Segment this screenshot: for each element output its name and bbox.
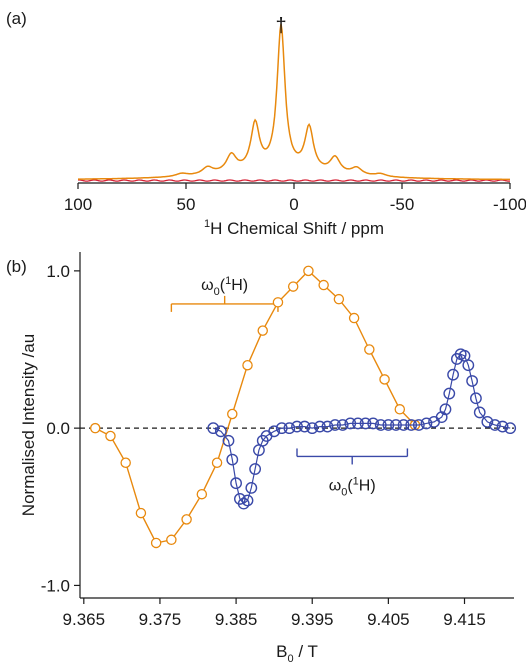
blue-point — [359, 417, 372, 430]
orange-point — [272, 297, 284, 308]
blue-point — [321, 420, 334, 433]
orange-point — [287, 281, 299, 292]
panel-b-plot: (b) 9.365 9.375 9.385 9.395 9.405 9.415 -1.0 0… — [6, 252, 517, 663]
orange-point — [227, 408, 238, 420]
blue-point — [439, 403, 452, 416]
blue-point — [283, 422, 296, 435]
blue-point — [405, 419, 418, 431]
panel-b-x-tick-label: 9.375 — [139, 610, 182, 629]
orange-point — [242, 359, 253, 371]
blue-point — [374, 419, 387, 431]
orange-point — [166, 534, 177, 546]
blue-point — [230, 477, 242, 490]
orange-point — [105, 430, 116, 442]
orange-point — [89, 422, 101, 434]
blue-point — [245, 482, 258, 494]
blue-point — [496, 420, 509, 433]
panel-b-x-ticks: 9.365 9.375 9.385 9.395 9.405 9.415 — [63, 598, 486, 629]
orange-series-points — [89, 265, 421, 549]
blue-point — [336, 419, 349, 431]
bracket-label: ω0(1H) — [329, 475, 376, 498]
blue-point — [313, 420, 326, 433]
blue-series-points — [207, 348, 517, 510]
blue-point — [249, 463, 262, 475]
orange-point — [364, 344, 375, 355]
panel-b-label: (b) — [6, 257, 27, 276]
panel-b-x-tick-label: 9.395 — [291, 610, 334, 629]
panel-a-x-ticks: 100 50 0 -50 -100 — [64, 183, 526, 214]
panel-a-red-trace — [78, 179, 510, 182]
blue-point — [382, 419, 395, 431]
blue-point — [241, 494, 254, 507]
panel-b-x-tick-label: 9.385 — [215, 610, 258, 629]
blue-point — [443, 387, 456, 400]
panel-b-y-axis-title: Normalised Intensity /au — [19, 334, 38, 516]
blue-point — [466, 375, 479, 387]
orange-point — [211, 457, 223, 468]
blue-point — [275, 422, 288, 435]
panel-b-y-tick-label: 0.0 — [46, 419, 70, 438]
blue-point — [412, 419, 425, 431]
blue-point — [367, 417, 380, 430]
blue-point — [291, 420, 303, 433]
blue-point — [268, 425, 281, 438]
blue-bracket: ω0(1H) — [296, 448, 409, 498]
blue-point — [420, 417, 433, 430]
orange-bracket: ω0(1H) — [170, 275, 279, 312]
blue-point — [504, 422, 517, 435]
panel-a-x-tick-label: -50 — [390, 195, 415, 214]
blue-point — [214, 425, 227, 438]
orange-point — [196, 488, 208, 500]
panel-a-x-tick-label: 50 — [177, 195, 196, 214]
dagger-annotation: † — [275, 15, 286, 37]
panel-b-y-tick-label: 1.0 — [46, 262, 70, 281]
orange-point — [394, 404, 406, 415]
blue-point — [462, 359, 475, 372]
panel-b-y-tick-label: -1.0 — [41, 576, 70, 595]
orange-point — [120, 457, 131, 468]
blue-point — [207, 422, 220, 435]
blue-point — [298, 420, 311, 433]
orange-point — [135, 507, 147, 519]
blue-point — [306, 422, 319, 435]
orange-point — [257, 325, 268, 336]
panel-a-x-tick-label: 100 — [64, 195, 92, 214]
orange-point — [318, 279, 329, 291]
orange-point — [348, 312, 360, 324]
panel-b-x-tick-label: 9.365 — [63, 610, 106, 629]
blue-point — [222, 434, 235, 447]
blue-point — [481, 415, 494, 428]
bracket-label: ω0(1H) — [201, 275, 248, 298]
panel-a-x-tick-label: 0 — [289, 195, 298, 214]
panel-b-x-tick-label: 9.405 — [367, 610, 410, 629]
panel-a-orange-trace — [78, 23, 510, 181]
blue-point — [344, 417, 357, 430]
orange-point — [181, 514, 192, 525]
panel-b-y-ticks: -1.0 0.0 1.0 — [41, 262, 80, 595]
panel-a-x-tick-label: -100 — [493, 195, 526, 214]
orange-point — [379, 374, 390, 385]
blue-point — [226, 453, 239, 466]
blue-point — [397, 419, 410, 431]
panel-b-x-tick-label: 9.415 — [443, 610, 486, 629]
panel-a-x-axis-title: 1H Chemical Shift / ppm — [204, 218, 384, 238]
blue-point — [329, 419, 341, 431]
orange-series-line — [94, 269, 416, 544]
blue-point — [352, 417, 364, 430]
blue-point — [473, 406, 486, 419]
orange-point — [150, 537, 162, 549]
orange-point — [303, 265, 314, 277]
blue-point — [237, 497, 250, 510]
panel-a-label: (a) — [6, 9, 27, 28]
panel-b-x-axis-title: B0 / T — [276, 642, 318, 663]
orange-point — [333, 293, 345, 305]
panel-a-spectrum: (a) 100 50 0 -50 -100 † 1H Chemical Shift / … — [6, 9, 526, 238]
blue-series-line — [212, 353, 511, 505]
blue-point — [447, 368, 459, 381]
blue-point — [470, 392, 482, 405]
blue-point — [390, 419, 402, 431]
blue-point — [489, 419, 501, 431]
